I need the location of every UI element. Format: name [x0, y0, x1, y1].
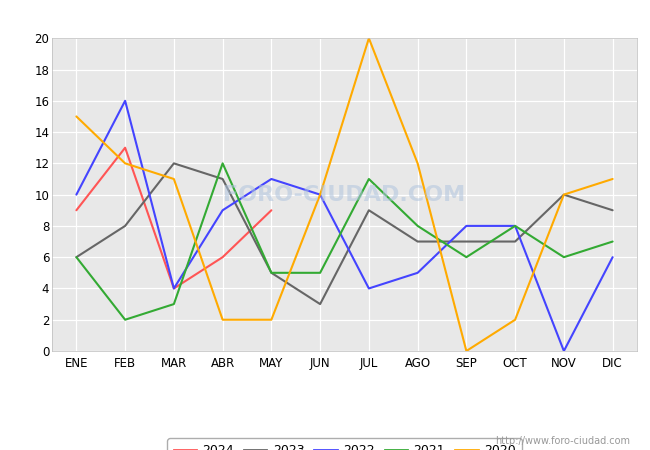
- Legend: 2024, 2023, 2022, 2021, 2020: 2024, 2023, 2022, 2021, 2020: [167, 438, 522, 450]
- Text: http://www.foro-ciudad.com: http://www.foro-ciudad.com: [495, 436, 630, 446]
- Text: Matriculaciones de Vehiculos en Ribadumia: Matriculaciones de Vehiculos en Ribadumi…: [145, 8, 505, 26]
- Text: FORO-CIUDAD.COM: FORO-CIUDAD.COM: [224, 184, 465, 205]
